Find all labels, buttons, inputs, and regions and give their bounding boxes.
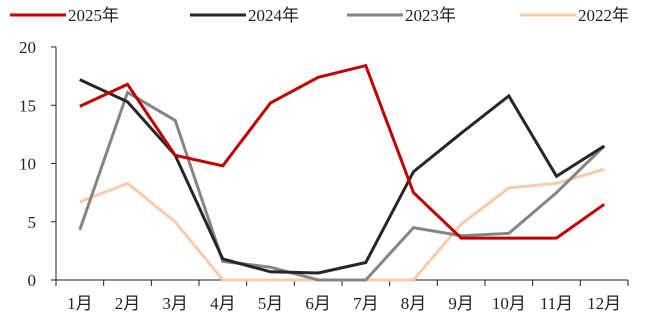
legend-item: 2024年 [190, 6, 299, 25]
legend: 2025年 2024年 2023年 2022年 [10, 6, 629, 25]
series-line-2 [78, 90, 606, 282]
x-axis: 1月 2月 3月 4月 5月 6月 7月 8月 9月 10月 11月 12月 [55, 279, 629, 313]
series-lines [78, 63, 606, 282]
x-tick-label: 2月 [115, 294, 141, 313]
y-axis: 0 5 10 15 20 [19, 38, 57, 290]
x-tick-label: 11月 [540, 294, 573, 313]
x-tick-label: 5月 [258, 294, 284, 313]
legend-label: 2022年 [578, 6, 629, 25]
legend-label: 2024年 [248, 6, 299, 25]
series-line-0 [79, 63, 606, 240]
x-tick-label: 7月 [353, 294, 379, 313]
series-line-1 [79, 78, 606, 275]
x-tick-label: 8月 [401, 294, 427, 313]
x-tick-label: 1月 [67, 294, 93, 313]
y-tick-label: 20 [19, 38, 36, 57]
x-tick-label: 4月 [210, 294, 236, 313]
x-tick-label: 12月 [587, 294, 621, 313]
legend-item: 2023年 [347, 6, 456, 25]
legend-item: 2022年 [520, 6, 629, 25]
legend-item: 2025年 [10, 6, 119, 25]
y-tick-label: 0 [28, 271, 37, 290]
y-tick-label: 5 [28, 213, 37, 232]
x-tick-label: 3月 [162, 294, 188, 313]
x-tick-label: 9月 [448, 294, 474, 313]
legend-label: 2023年 [405, 6, 456, 25]
x-tick-label: 6月 [305, 294, 331, 313]
x-tick-label: 10月 [492, 294, 526, 313]
legend-label: 2025年 [68, 6, 119, 25]
y-tick-label: 10 [19, 155, 36, 174]
series-line-3 [79, 167, 605, 282]
y-tick-label: 15 [19, 96, 36, 115]
